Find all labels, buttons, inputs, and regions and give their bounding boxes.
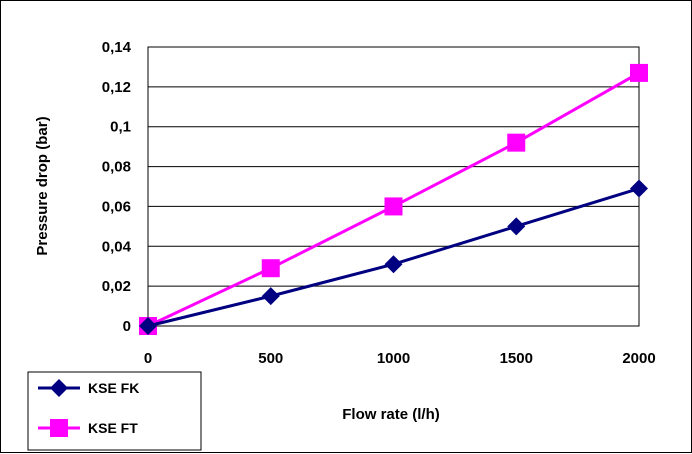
data-point	[507, 133, 526, 152]
y-tick-label: 0,1	[110, 119, 131, 136]
y-tick-label: 0,06	[102, 198, 131, 215]
x-tick-label: 2000	[622, 350, 655, 367]
legend-label: KSE FK	[88, 380, 139, 396]
series-kse-ft	[139, 63, 648, 335]
series-group	[139, 63, 648, 335]
x-tick-label: 1500	[500, 350, 533, 367]
legend-marker	[50, 419, 68, 437]
y-tick-label: 0	[123, 318, 131, 335]
data-point	[139, 317, 157, 335]
x-tick-labels: 0 500 1000 1500 2000	[144, 350, 656, 367]
x-axis-title: Flow rate (l/h)	[342, 406, 440, 423]
data-point	[630, 63, 648, 82]
legend-marker	[50, 379, 68, 397]
data-point	[630, 179, 648, 198]
data-point	[261, 259, 280, 278]
data-point	[384, 197, 403, 216]
x-tick-label: 500	[258, 350, 283, 367]
y-tick-labels: 0 0,02 0,04 0,06 0,08 0,1 0,12 0,14	[102, 39, 132, 335]
y-tick-label: 0,04	[102, 238, 132, 255]
legend-item: KSE FK	[38, 379, 139, 397]
series-kse-fk	[139, 179, 648, 335]
data-point	[261, 287, 280, 306]
legend-item: KSE FT	[38, 419, 138, 437]
x-tick-label: 1000	[377, 350, 410, 367]
x-tick-label: 0	[144, 350, 152, 367]
data-point	[384, 255, 403, 274]
y-tick-label: 0,02	[102, 278, 131, 295]
y-tick-label: 0,08	[102, 159, 131, 176]
y-axis-title: Pressure drop (bar)	[34, 116, 51, 255]
y-tick-label: 0,12	[102, 79, 131, 96]
legend: KSE FK KSE FT	[27, 371, 202, 451]
y-tick-label: 0,14	[102, 39, 132, 56]
data-point	[507, 217, 526, 236]
plot-area	[147, 46, 640, 327]
legend-label: KSE FT	[88, 420, 138, 436]
